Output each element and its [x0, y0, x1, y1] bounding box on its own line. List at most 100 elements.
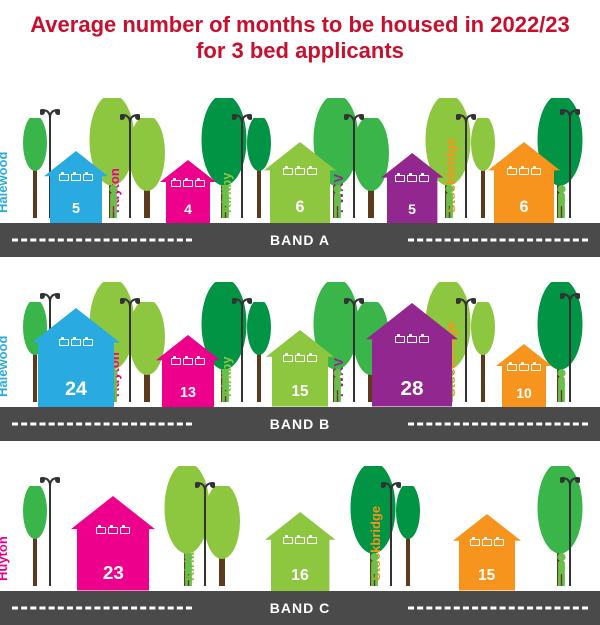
- person-icon: [441, 184, 458, 223]
- bed-icon: [307, 537, 317, 544]
- bed-icon: [195, 358, 205, 365]
- street-lamp-icon: [232, 113, 252, 223]
- house-value: 5: [44, 201, 108, 217]
- house-icon: 24: [32, 308, 120, 407]
- road: BAND A: [0, 223, 600, 257]
- bed-icon: [283, 355, 293, 362]
- bed-icon: [419, 175, 429, 182]
- house-value: 23: [71, 563, 155, 585]
- bed-icons: [366, 336, 458, 343]
- bed-icon: [295, 537, 305, 544]
- bed-icons: [266, 355, 334, 362]
- house-group-halewood: Halewood 24: [20, 267, 132, 407]
- band-band-c: Huyton 23 Kirkby 16: [0, 451, 600, 625]
- house-group-kirkby: Kirkby 6: [244, 83, 356, 223]
- bed-icon: [395, 175, 405, 182]
- house-icon: 6: [264, 142, 336, 223]
- house-icon: 10: [496, 344, 552, 407]
- house-value: 6: [488, 198, 560, 217]
- bed-icon: [83, 339, 93, 346]
- street-lamp-icon: [344, 113, 364, 223]
- house-value: 28: [366, 377, 458, 401]
- band-label: BAND C: [270, 600, 330, 616]
- bed-icon: [59, 174, 69, 181]
- house-group-stockbridge: Stockbridge 15: [393, 451, 580, 591]
- bed-icon: [71, 339, 81, 346]
- house-group-pwkv: PWKV 28: [356, 267, 468, 407]
- bed-icon: [519, 168, 529, 175]
- bed-icon: [183, 180, 193, 187]
- house-icon: 5: [44, 151, 108, 223]
- person-icon: [217, 184, 234, 223]
- street-lamp-icon: [344, 297, 364, 407]
- house-icon: 15: [453, 514, 521, 591]
- person-icon: [180, 552, 197, 591]
- bed-icon: [295, 168, 305, 175]
- bed-icon: [470, 539, 480, 546]
- house-icon: 28: [366, 303, 458, 407]
- house-value: 4: [160, 201, 216, 217]
- bed-icon: [419, 336, 429, 343]
- bed-icon: [494, 539, 504, 546]
- bed-icons: [381, 175, 443, 182]
- bed-icon: [395, 336, 405, 343]
- street-lamp-icon: [40, 476, 60, 591]
- street-lamp-icon: [456, 297, 476, 407]
- bed-icons: [265, 537, 335, 544]
- street-lamp-icon: [120, 297, 140, 407]
- road: BAND C: [0, 591, 600, 625]
- bed-icon: [507, 364, 517, 371]
- bed-icon: [531, 364, 541, 371]
- band-band-a: Halewood 5 Huyton 4: [0, 83, 600, 257]
- house-group-huyton: Huyton 13: [132, 267, 244, 407]
- house-value: 15: [453, 567, 521, 585]
- house-icon: 5: [381, 153, 443, 223]
- bed-icon: [482, 539, 492, 546]
- bed-icon: [59, 339, 69, 346]
- bed-icons: [44, 174, 108, 181]
- bed-icon: [83, 174, 93, 181]
- house-value: 10: [496, 385, 552, 401]
- location-label: Halewood: [0, 151, 10, 212]
- person-icon: [553, 552, 570, 591]
- house-value: 13: [156, 385, 220, 401]
- street-lamp-icon: [456, 113, 476, 223]
- location-label: Halewood: [0, 335, 10, 396]
- street-lamp-icon: [381, 481, 401, 591]
- bed-icons: [160, 180, 216, 187]
- person-icon: [366, 552, 383, 591]
- bed-icons: [264, 168, 336, 175]
- road: BAND B: [0, 407, 600, 441]
- person-icon: [553, 368, 570, 407]
- bands-container: Halewood 5 Huyton 4: [0, 83, 600, 625]
- band-scene: Halewood 24 Huyton 13: [0, 267, 600, 407]
- bed-icon: [407, 336, 417, 343]
- bed-icon: [283, 537, 293, 544]
- house-group-halewood: Halewood 5: [20, 83, 132, 223]
- bed-icon: [519, 364, 529, 371]
- house-icon: 16: [265, 512, 335, 591]
- street-lamp-icon: [120, 113, 140, 223]
- house-value: 6: [264, 198, 336, 217]
- bed-icon: [183, 358, 193, 365]
- house-icon: 4: [160, 160, 216, 223]
- bed-icon: [195, 180, 205, 187]
- house-icon: 13: [156, 335, 220, 407]
- house-value: 15: [266, 383, 334, 401]
- bed-icon: [307, 168, 317, 175]
- house-value: 5: [381, 201, 443, 217]
- bed-icon: [171, 180, 181, 187]
- bed-icons: [32, 339, 120, 346]
- bed-icon: [407, 175, 417, 182]
- house-icon: 6: [488, 142, 560, 223]
- bed-icon: [283, 168, 293, 175]
- bed-icon: [171, 358, 181, 365]
- band-label: BAND B: [270, 416, 330, 432]
- bed-icon: [96, 527, 106, 534]
- bed-icon: [295, 355, 305, 362]
- house-group-kirkby: Kirkby 16: [207, 451, 394, 591]
- location-label: Huyton: [0, 536, 10, 581]
- bed-icons: [496, 364, 552, 371]
- house-value: 24: [32, 378, 120, 401]
- page-title: Average number of months to be housed in…: [0, 0, 600, 73]
